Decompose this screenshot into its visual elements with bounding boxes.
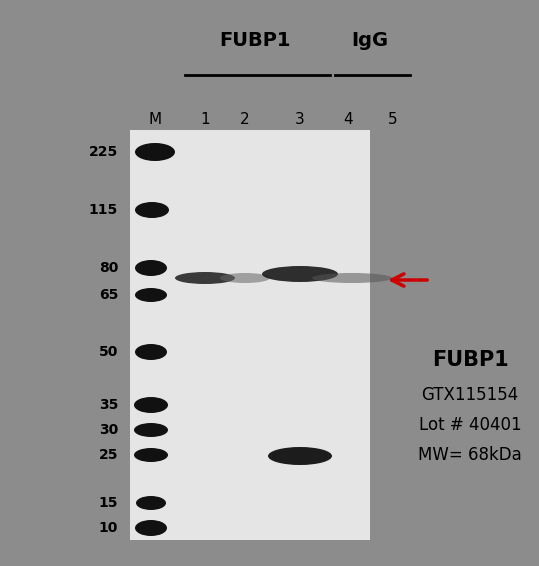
Text: FUBP1: FUBP1	[219, 31, 291, 49]
Text: GTX115154: GTX115154	[421, 386, 519, 404]
Text: 35: 35	[99, 398, 118, 412]
Text: 10: 10	[99, 521, 118, 535]
Text: MW= 68kDa: MW= 68kDa	[418, 446, 522, 464]
Text: 65: 65	[99, 288, 118, 302]
Ellipse shape	[135, 288, 167, 302]
Text: 2: 2	[240, 113, 250, 127]
Text: 80: 80	[99, 261, 118, 275]
Ellipse shape	[134, 397, 168, 413]
Text: 25: 25	[99, 448, 118, 462]
Text: FUBP1: FUBP1	[432, 350, 508, 370]
Ellipse shape	[312, 273, 392, 283]
Ellipse shape	[262, 266, 338, 282]
Ellipse shape	[220, 273, 270, 283]
Ellipse shape	[135, 344, 167, 360]
Ellipse shape	[175, 272, 235, 284]
Text: 5: 5	[388, 113, 398, 127]
Ellipse shape	[136, 496, 166, 510]
Text: 3: 3	[295, 113, 305, 127]
Text: 1: 1	[200, 113, 210, 127]
Text: 15: 15	[99, 496, 118, 510]
Text: IgG: IgG	[351, 31, 389, 49]
Ellipse shape	[134, 448, 168, 462]
Ellipse shape	[268, 447, 332, 465]
Text: M: M	[148, 113, 162, 127]
Ellipse shape	[135, 520, 167, 536]
Bar	[130, 130, 370, 540]
Ellipse shape	[135, 260, 167, 276]
Text: Lot # 40401: Lot # 40401	[419, 416, 521, 434]
Text: 115: 115	[89, 203, 118, 217]
Text: 30: 30	[99, 423, 118, 437]
Text: 225: 225	[89, 145, 118, 159]
Ellipse shape	[135, 143, 175, 161]
Ellipse shape	[135, 202, 169, 218]
Text: 50: 50	[99, 345, 118, 359]
Text: 4: 4	[343, 113, 353, 127]
Ellipse shape	[134, 423, 168, 437]
